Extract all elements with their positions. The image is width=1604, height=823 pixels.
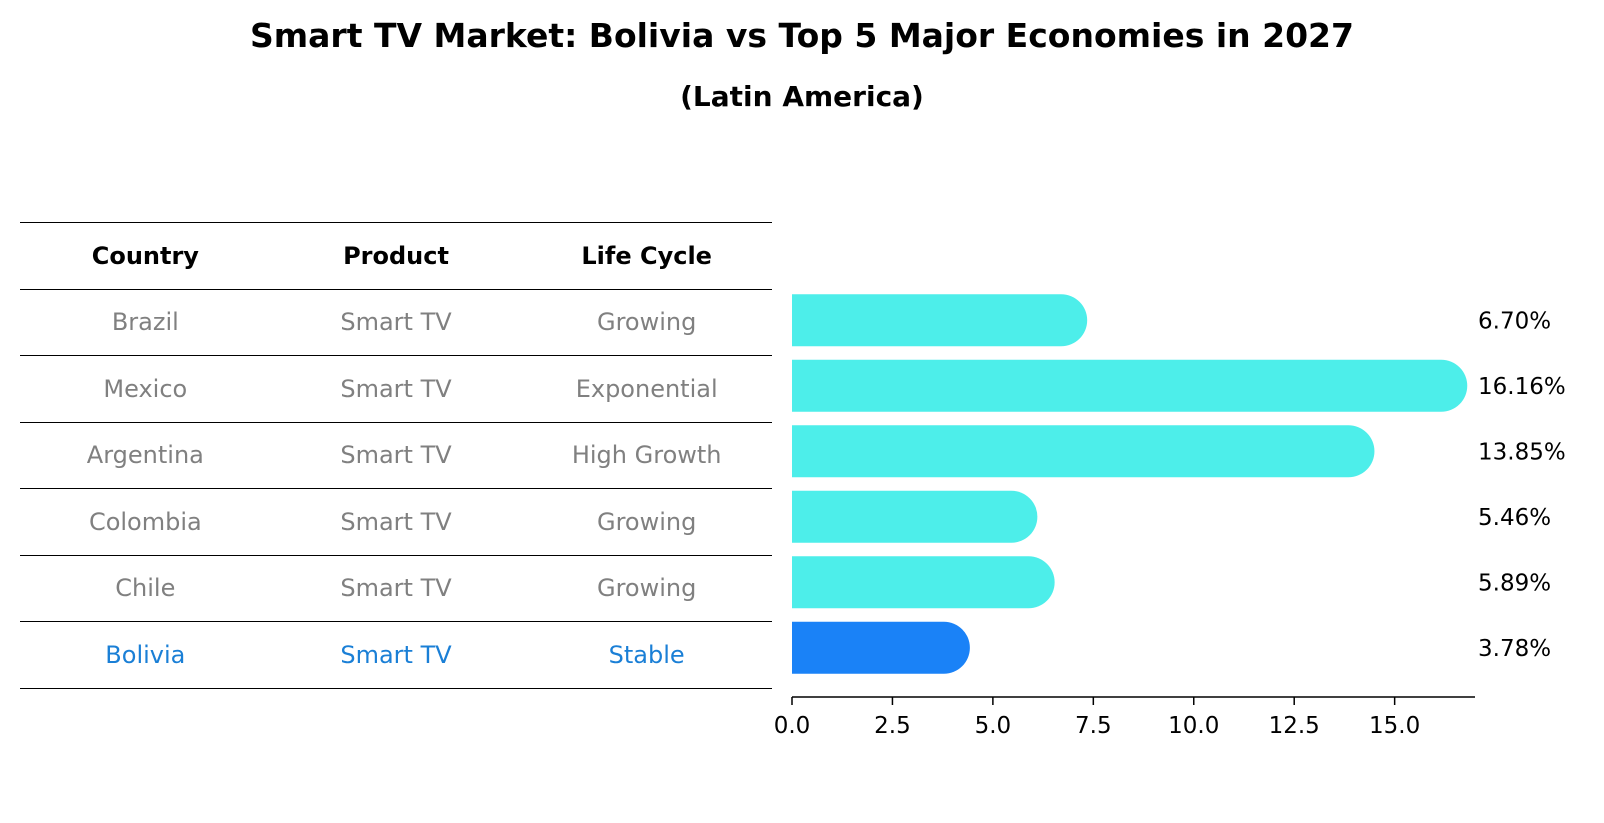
x-tick-label: 7.5: [1075, 713, 1112, 739]
table-rule: [20, 421, 772, 423]
bar-chile: [792, 556, 1055, 609]
x-tick-label: 12.5: [1269, 713, 1320, 739]
table-rule: [20, 687, 772, 689]
table-row: Argentina Smart TV High Growth: [20, 423, 772, 489]
cell-country: Bolivia: [105, 640, 186, 669]
x-tick-label: 5.0: [975, 713, 1012, 739]
x-tick-label: 2.5: [874, 713, 911, 739]
header-country: Country: [91, 241, 199, 270]
cell-product: Smart TV: [340, 441, 452, 470]
table-rule: [20, 488, 772, 489]
bar-colombia: [792, 490, 1038, 543]
table-rule: [20, 222, 772, 223]
bar-value-label: 6.70%: [1478, 308, 1551, 334]
cell-life-cycle: Growing: [596, 574, 697, 603]
cell-country: Argentina: [86, 441, 204, 470]
x-tick-label: 0.0: [774, 713, 811, 739]
table-header-row: Country Product Life Cycle: [20, 223, 772, 289]
table-rule: [20, 621, 772, 622]
bar-value-label: 5.89%: [1478, 570, 1551, 596]
chart-title: Smart TV Market: Bolivia vs Top 5 Major …: [250, 16, 1354, 55]
cell-product: Smart TV: [340, 507, 452, 536]
bar-value-label: 13.85%: [1478, 439, 1566, 465]
table-rule: [20, 288, 772, 290]
bar-argentina: [792, 425, 1375, 478]
table-row: Colombia Smart TV Growing: [20, 489, 772, 555]
cell-product: Smart TV: [340, 574, 452, 603]
chart-subtitle: (Latin America): [680, 80, 924, 113]
cell-life-cycle: Growing: [596, 507, 697, 536]
cell-life-cycle: Growing: [596, 308, 697, 337]
cell-product: Smart TV: [340, 640, 452, 669]
cell-product: Smart TV: [340, 374, 452, 403]
bar-value-label: 16.16%: [1478, 374, 1566, 400]
table-row: Mexico Smart TV Exponential: [20, 356, 772, 422]
x-tick-label: 10.0: [1168, 713, 1219, 739]
table-rule: [20, 355, 772, 356]
table-rule: [20, 554, 772, 556]
cell-country: Mexico: [103, 374, 188, 403]
cell-country: Colombia: [88, 507, 202, 536]
bar-value-label: 3.78%: [1478, 636, 1551, 662]
header-life-cycle: Life Cycle: [581, 241, 712, 270]
data-table: Country Product Life Cycle Brazil Smart …: [20, 222, 772, 689]
table-row-highlight: Bolivia Smart TV Stable: [20, 622, 772, 688]
cell-life-cycle: High Growth: [571, 441, 722, 470]
cell-country: Brazil: [111, 308, 179, 337]
cell-country: Chile: [115, 574, 176, 603]
cell-product: Smart TV: [340, 308, 452, 337]
cell-life-cycle: Exponential: [575, 374, 718, 403]
bar-mexico: [792, 359, 1468, 412]
cell-life-cycle: Stable: [608, 640, 685, 669]
bar-bolivia: [792, 621, 970, 674]
header-product: Product: [343, 241, 449, 270]
table-row: Chile Smart TV Growing: [20, 556, 772, 622]
table-row: Brazil Smart TV Growing: [20, 290, 772, 356]
x-tick-label: 15.0: [1369, 713, 1420, 739]
bar-value-label: 5.46%: [1478, 505, 1551, 531]
bar-brazil: [792, 294, 1088, 347]
